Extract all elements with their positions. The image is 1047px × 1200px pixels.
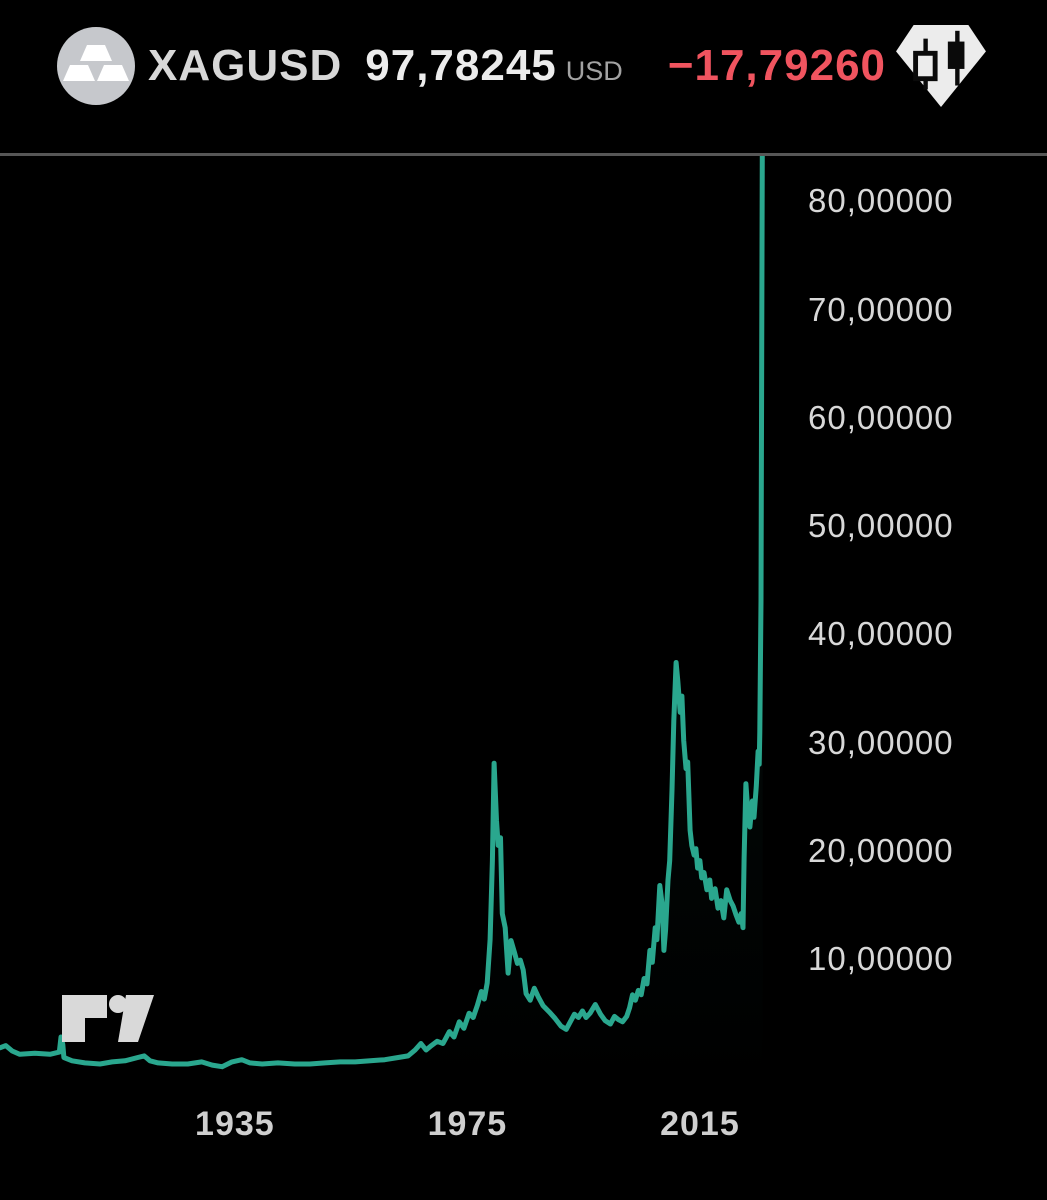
price-line — [0, 156, 765, 1070]
y-axis-label: 50,00000 — [808, 507, 954, 545]
y-axis-label: 80,00000 — [808, 182, 954, 220]
symbol-name: XAGUSD — [148, 40, 343, 90]
quote-text-group: XAGUSD 97,78245 USD −17,79260 — [148, 41, 886, 91]
x-axis-label: 1935 — [195, 1105, 275, 1143]
area-fill — [0, 156, 763, 1090]
chart-type-gem-icon[interactable] — [894, 23, 988, 109]
x-axis-label: 2015 — [660, 1105, 740, 1143]
currency-label: USD — [565, 55, 623, 86]
price-line-chart[interactable] — [0, 156, 1047, 1090]
last-price: 97,78245 — [365, 40, 557, 90]
y-axis-label: 10,00000 — [808, 940, 954, 978]
y-axis-label: 30,00000 — [808, 723, 954, 761]
y-axis-label: 20,00000 — [808, 831, 954, 869]
price-change: −17,79260 — [667, 40, 887, 90]
tradingview-logo[interactable] — [62, 995, 154, 1042]
y-axis-label: 70,00000 — [808, 290, 954, 328]
x-axis-label: 1975 — [427, 1105, 508, 1143]
chart-top-divider — [0, 153, 1047, 156]
chart-area: 80,00000 70,00000 60,00000 50,00000 40,00000… — [0, 156, 1047, 1143]
symbol-header: XAGUSD 97,78245 USD −17,79260 — [0, 0, 1047, 153]
y-axis-label: 40,00000 — [808, 615, 954, 653]
silver-ingots-icon — [57, 26, 135, 105]
y-axis-label: 60,00000 — [808, 398, 954, 436]
